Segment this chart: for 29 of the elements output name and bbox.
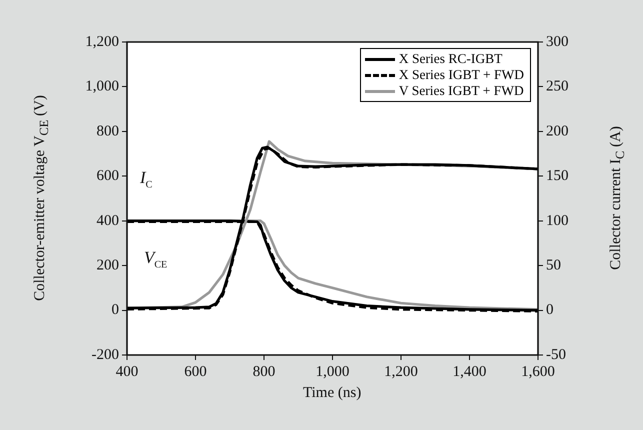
x-axis-title: Time (ns)	[303, 385, 362, 402]
y-tick-label: 1,200	[85, 34, 119, 50]
y2-tick-label: 200	[546, 123, 568, 140]
y2-tick-label: 300	[546, 34, 568, 50]
x-tick-label: 800	[252, 364, 276, 380]
y-tick-label: 600	[96, 168, 119, 184]
y2-tick-label: 250	[546, 78, 568, 95]
y-tick-label: 0	[112, 302, 119, 318]
y-tick-label: 400	[96, 212, 119, 229]
x-tick-label: 400	[116, 364, 138, 380]
y2-tick-label: 0	[546, 302, 554, 318]
x-tick-label: 600	[184, 364, 207, 380]
x-tick-label: 1,600	[521, 364, 555, 380]
y-tick-label: 200	[96, 258, 119, 274]
annotation: V$_{CE}$	[144, 248, 168, 270]
y2-tick-label: -50	[546, 346, 566, 363]
x-tick-label: 1,200	[384, 364, 418, 380]
annotation: I$_{C}$	[140, 168, 152, 190]
y2-tick-label: 100	[546, 212, 568, 229]
y-tick-label: 1,000	[85, 78, 119, 95]
x-tick-label: 1,000	[316, 364, 350, 380]
legend-label: X Series IGBT + FWD	[398, 67, 524, 83]
y-tick-label: -200	[92, 346, 119, 363]
y2-tick-label: 150	[546, 168, 568, 184]
y-tick-label: 800	[96, 123, 119, 140]
legend-label: X Series RC-IGBT	[398, 51, 502, 67]
y2-tick-label: 50	[546, 258, 561, 274]
legend-label: V Series IGBT + FWD	[398, 83, 524, 99]
x-tick-label: 1,400	[452, 364, 486, 380]
